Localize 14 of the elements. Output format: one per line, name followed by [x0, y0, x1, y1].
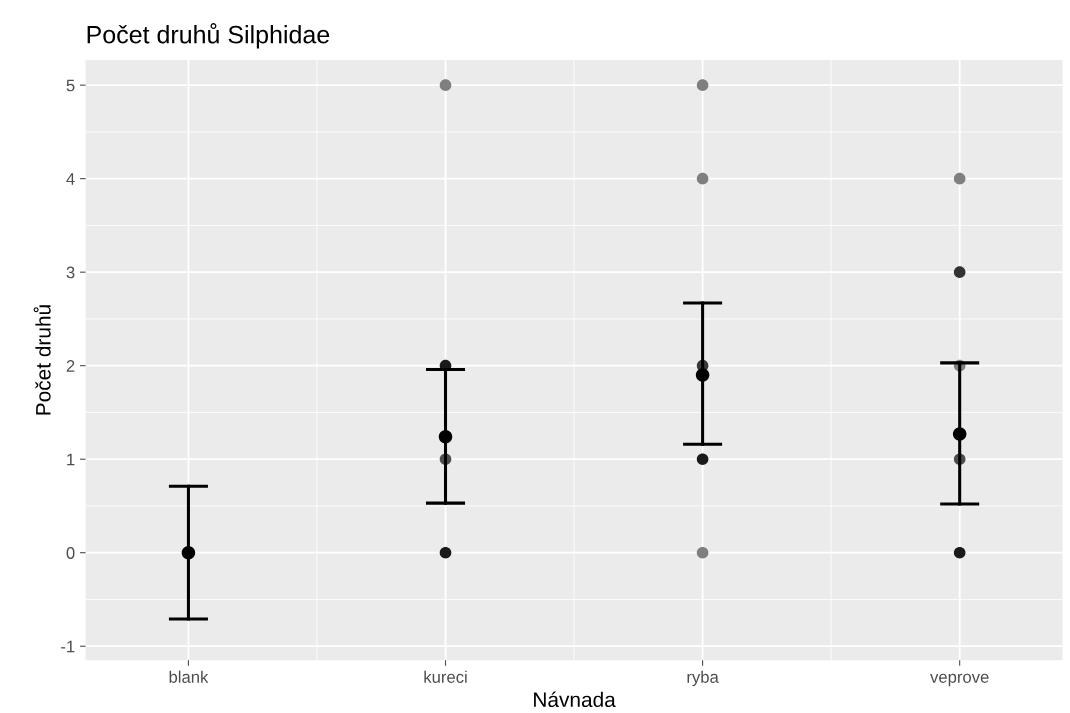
- y-tick-label: 4: [66, 173, 75, 185]
- y-tick-label: 3: [66, 266, 75, 279]
- y-axis-title: Počet druhů: [33, 305, 51, 415]
- chart-title: Počet druhů Silphidae: [87, 23, 330, 49]
- x-tick-label: blank: [169, 670, 209, 683]
- x-axis-title: Návnada: [534, 691, 616, 708]
- x-tick-label: veprove: [930, 673, 989, 687]
- y-tick-label: -1: [61, 640, 75, 653]
- x-tick-label: kureci: [424, 670, 467, 683]
- y-tick-label: 5: [66, 79, 75, 92]
- x-tick-label: ryba: [687, 670, 719, 687]
- y-tick-label: 0: [66, 547, 75, 559]
- y-tick-label: 1: [67, 453, 75, 466]
- y-tick-label: 2: [66, 360, 75, 372]
